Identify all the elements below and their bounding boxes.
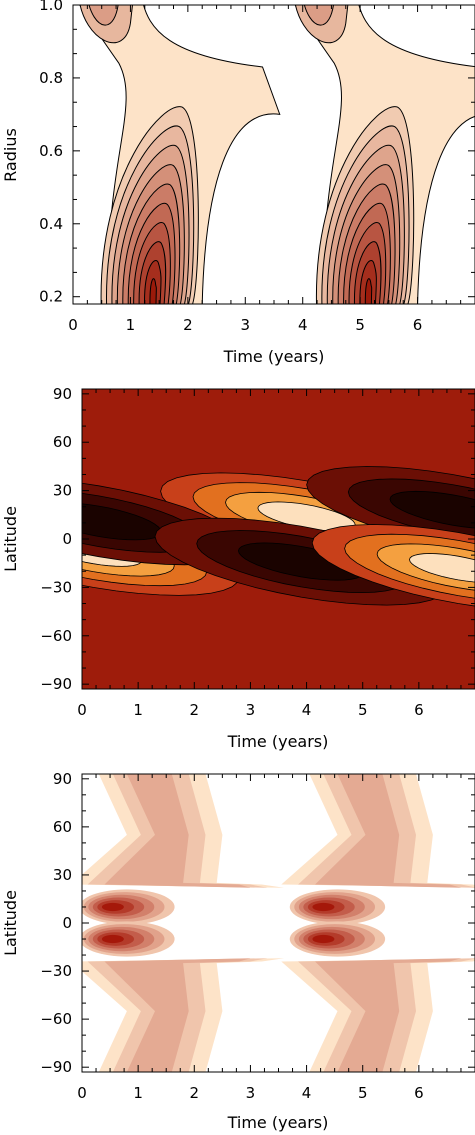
panel-latitude-1-x-tick-label: 2 (190, 701, 200, 719)
panel-latitude-1-x-tick-label: 0 (77, 701, 87, 719)
panel-radius-y-tick-label: 0.2 (39, 288, 63, 306)
panel-latitude-2-y-tick-label: 30 (53, 866, 72, 884)
panel-latitude-1-x-tick-label: 6 (414, 701, 424, 719)
panel-latitude-2-y-tick-label: −60 (40, 1010, 72, 1028)
radius-contour-level (149, 278, 157, 304)
panel-radius-y-tick-label: 1.0 (39, 0, 63, 14)
panel-latitude-1-y-tick-label: −60 (40, 627, 72, 645)
panel-radius-y-axis-title: Radius (1, 128, 20, 182)
panel-latitude-2-y-tick-label: −90 (40, 1058, 72, 1076)
panel-radius-x-axis-title: Time (years) (223, 347, 325, 366)
panel-latitude-2-x-tick-label: 6 (414, 1084, 424, 1102)
panel-latitude-1-y-tick-labels: −90 −60 −30 0 30 60 90 (40, 385, 72, 693)
panel-radius-x-tick-label: 0 (68, 316, 78, 334)
panel-radius-y-tick-labels: 0.2 0.4 0.6 0.8 1.0 (39, 0, 63, 306)
panel-latitude-1-x-tick-label: 3 (246, 701, 256, 719)
panel-latitude-2-contours (82, 774, 475, 1072)
panel-radius-y-tick-label: 0.6 (39, 142, 63, 160)
panel-latitude-1: 0 1 2 3 4 5 6 −90 −60 −30 0 30 60 90 Time (years) La… (1, 385, 475, 751)
panel-latitude-2-y-tick-label: −30 (40, 962, 72, 980)
panel-latitude-1-x-tick-label: 5 (358, 701, 368, 719)
panel-latitude-1-x-tick-label: 4 (302, 701, 312, 719)
panel-latitude-1-y-tick-label: 60 (53, 433, 72, 451)
panel-latitude-2-x-tick-label: 5 (358, 1084, 368, 1102)
latitude-equatorial-contour (312, 934, 335, 944)
latitude-equatorial-contour (101, 934, 124, 944)
latitude-negative-contour (389, 490, 475, 529)
panel-radius: 0 1 2 3 4 5 6 0.2 0.4 0.6 0.8 1.0 Time (years) Rad… (1, 0, 475, 366)
panel-latitude-2-y-axis-title: Latitude (1, 890, 20, 956)
panel-latitude-1-frame (81, 388, 475, 690)
panel-radius-x-tick-label: 4 (298, 316, 308, 334)
latitude-highlat-contour (104, 958, 251, 1072)
panel-latitude-2-frame (81, 773, 475, 1073)
panel-latitude-2-x-tick-label: 3 (246, 1084, 256, 1102)
panel-latitude-1-x-tick-label: 1 (133, 701, 143, 719)
panel-latitude-1-y-tick-label: 90 (53, 385, 72, 403)
radius-contour-top-core (88, 5, 119, 26)
panel-latitude-2-x-tick-label: 2 (190, 1084, 200, 1102)
panel-latitude-1-y-axis-title: Latitude (1, 506, 20, 572)
latitude-highlat-contour (104, 774, 251, 888)
panel-latitude-1-y-tick-label: −90 (40, 675, 72, 693)
panel-latitude-1-y-tick-label: 0 (62, 530, 72, 548)
latitude-negative-contour (82, 503, 162, 541)
radius-contour-level (364, 278, 373, 304)
panel-radius-y-tick-label: 0.8 (39, 69, 63, 87)
panel-latitude-1-y-tick-label: −30 (40, 578, 72, 596)
panel-latitude-1-contours (82, 389, 475, 689)
panel-latitude-2-x-tick-label: 1 (133, 1084, 143, 1102)
panel-radius-ticks (72, 4, 475, 304)
panel-latitude-1-x-tick-labels: 0 1 2 3 4 5 6 (77, 701, 423, 719)
panel-latitude-2-ticks (81, 774, 475, 1072)
panel-radius-x-tick-label: 1 (126, 316, 136, 334)
panel-latitude-2-y-tick-label: 60 (53, 818, 72, 836)
latitude-equatorial-contour (312, 902, 335, 912)
panel-latitude-2-x-axis-title: Time (years) (227, 1113, 329, 1132)
panel-latitude-1-y-tick-label: 30 (53, 482, 72, 500)
panel-latitude-2-x-tick-label: 4 (302, 1084, 312, 1102)
panel-latitude-2-y-tick-labels: −90 −60 −30 0 30 60 90 (40, 770, 72, 1076)
latitude-positive-contour (409, 553, 475, 583)
latitude-equatorial-contour (101, 902, 124, 912)
panel-radius-x-tick-label: 3 (241, 316, 251, 334)
panel-radius-contours (79, 5, 475, 304)
panel-latitude-1-ticks (81, 389, 475, 689)
panel-radius-frame (72, 4, 475, 305)
panel-radius-x-tick-label: 5 (355, 316, 365, 334)
panel-radius-y-tick-label: 0.4 (39, 215, 63, 233)
latitude-highlat-contour (315, 958, 461, 1072)
panel-latitude-1-x-axis-title: Time (years) (227, 732, 329, 751)
latitude-highlat-contour (315, 774, 461, 888)
radius-contour-top-core (303, 5, 334, 26)
panel-radius-x-tick-label: 6 (413, 316, 423, 334)
panel-radius-x-tick-labels: 0 1 2 3 4 5 6 (68, 316, 422, 334)
panel-latitude-2-x-tick-label: 0 (77, 1084, 87, 1102)
panel-latitude-2-y-tick-label: 90 (53, 770, 72, 788)
panel-latitude-2: 0 1 2 3 4 5 6 −90 −60 −30 0 30 60 90 Time (years) La… (1, 770, 475, 1132)
panel-radius-x-tick-label: 2 (183, 316, 193, 334)
panel-latitude-2-y-tick-label: 0 (62, 914, 72, 932)
panel-latitude-2-x-tick-labels: 0 1 2 3 4 5 6 (77, 1084, 423, 1102)
